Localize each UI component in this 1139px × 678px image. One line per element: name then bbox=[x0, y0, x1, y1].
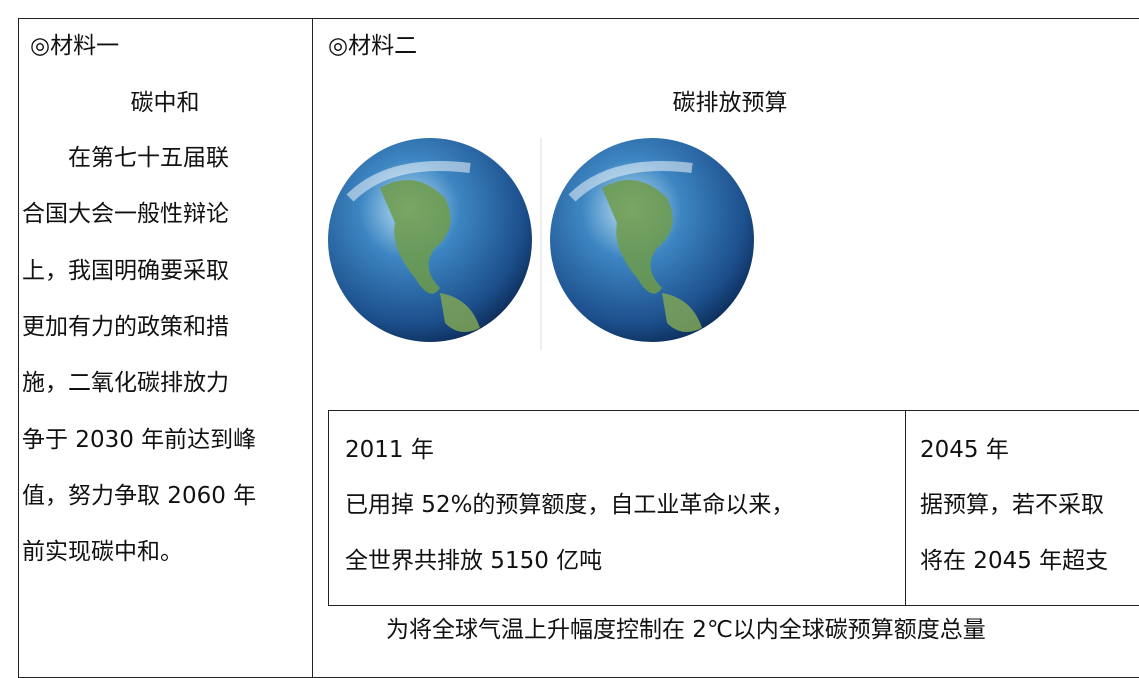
label: ◎材料一 bbox=[30, 33, 120, 59]
title: 碳排放预算 bbox=[672, 90, 788, 116]
globes-image bbox=[328, 138, 754, 350]
cell-year: 2045 年 bbox=[920, 437, 1009, 463]
column-divider bbox=[312, 18, 313, 678]
paragraph-line: 上，我国明确要采取 bbox=[22, 257, 229, 284]
paragraph-line: 值，努力争取 2060 年 bbox=[22, 482, 257, 509]
paragraph-line: 争于 2030 年前达到峰 bbox=[22, 426, 257, 453]
globe bbox=[550, 138, 754, 342]
inner-table bbox=[328, 410, 1139, 606]
cell-line: 全世界共排放 5150 亿吨 bbox=[345, 548, 603, 574]
cell-divider bbox=[905, 410, 906, 606]
cell-line: 据预算，若不采取 bbox=[920, 492, 1104, 518]
globe bbox=[328, 138, 532, 342]
paragraph-line: 更加有力的政策和措 bbox=[22, 313, 229, 340]
cell-line: 将在 2045 年超支 bbox=[920, 548, 1109, 574]
page: ◎材料一 碳中和 在第七十五届联合国大会一般性辩论 上，我国明确要采取 更加有力的政… bbox=[18, 18, 1139, 678]
cell-line: 已用掉 52%的预算额度，自工业革命以来， bbox=[345, 492, 795, 518]
paragraph-line: 在第七十五届联 bbox=[68, 145, 229, 171]
paragraph-line: 合国大会一般性辩论 bbox=[22, 201, 229, 228]
caption: 为将全球气温上升幅度控制在 2℃以内全球碳预算额度总量 bbox=[386, 617, 986, 643]
title: 碳中和 bbox=[130, 90, 200, 116]
paragraph-line: 施，二氧化碳排放力 bbox=[22, 370, 229, 397]
cell-year: 2011 年 bbox=[345, 437, 434, 463]
label: ◎材料二 bbox=[328, 33, 418, 59]
paragraph-line: 前实现碳中和。 bbox=[22, 539, 183, 566]
